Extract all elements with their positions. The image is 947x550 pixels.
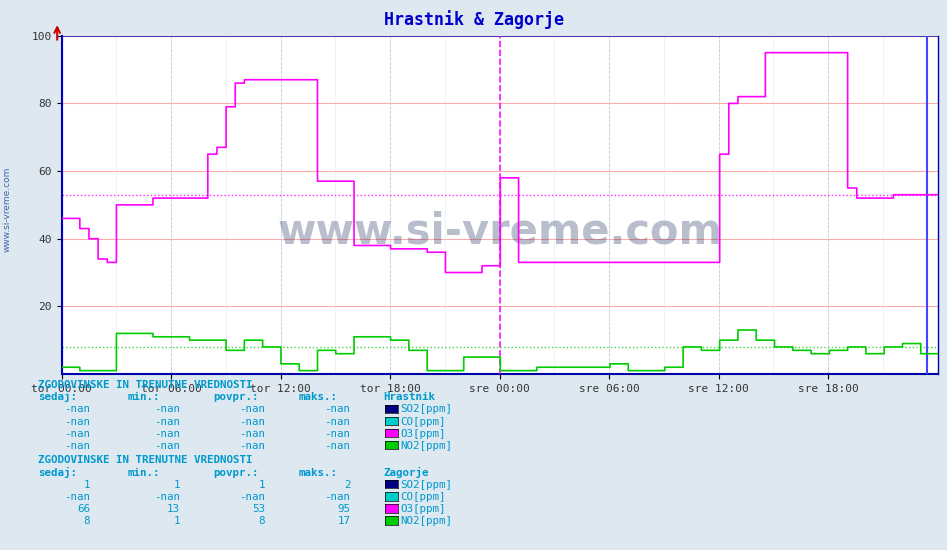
Text: 95: 95 bbox=[337, 504, 350, 514]
Text: Zagorje: Zagorje bbox=[384, 467, 429, 478]
Text: 8: 8 bbox=[83, 516, 90, 526]
Text: O3[ppm]: O3[ppm] bbox=[401, 504, 446, 514]
Text: ZGODOVINSKE IN TRENUTNE VREDNOSTI: ZGODOVINSKE IN TRENUTNE VREDNOSTI bbox=[38, 379, 253, 390]
Text: 1: 1 bbox=[259, 480, 265, 490]
Text: -nan: -nan bbox=[64, 441, 90, 451]
Text: 53: 53 bbox=[252, 504, 265, 514]
Text: 8: 8 bbox=[259, 516, 265, 526]
Text: www.si-vreme.com: www.si-vreme.com bbox=[277, 211, 722, 253]
Text: -nan: -nan bbox=[64, 404, 90, 415]
Text: -nan: -nan bbox=[325, 428, 350, 439]
Text: sedaj:: sedaj: bbox=[38, 467, 77, 478]
Text: 1: 1 bbox=[173, 480, 180, 490]
Text: povpr.:: povpr.: bbox=[213, 392, 259, 403]
Text: -nan: -nan bbox=[64, 416, 90, 427]
Text: 13: 13 bbox=[167, 504, 180, 514]
Text: 1: 1 bbox=[83, 480, 90, 490]
Text: -nan: -nan bbox=[154, 441, 180, 451]
Text: -nan: -nan bbox=[325, 441, 350, 451]
Text: O3[ppm]: O3[ppm] bbox=[401, 428, 446, 439]
Text: maks.:: maks.: bbox=[298, 392, 337, 403]
Text: NO2[ppm]: NO2[ppm] bbox=[401, 516, 453, 526]
Text: CO[ppm]: CO[ppm] bbox=[401, 416, 446, 427]
Text: -nan: -nan bbox=[325, 492, 350, 502]
Text: -nan: -nan bbox=[64, 492, 90, 502]
Text: -nan: -nan bbox=[240, 428, 265, 439]
Text: NO2[ppm]: NO2[ppm] bbox=[401, 441, 453, 451]
Text: min.:: min.: bbox=[128, 468, 160, 478]
Text: 17: 17 bbox=[337, 516, 350, 526]
Text: maks.:: maks.: bbox=[298, 468, 337, 478]
Text: min.:: min.: bbox=[128, 392, 160, 403]
Text: 66: 66 bbox=[77, 504, 90, 514]
Text: ZGODOVINSKE IN TRENUTNE VREDNOSTI: ZGODOVINSKE IN TRENUTNE VREDNOSTI bbox=[38, 455, 253, 465]
Text: Hrastnik: Hrastnik bbox=[384, 392, 436, 403]
Text: -nan: -nan bbox=[64, 428, 90, 439]
Text: -nan: -nan bbox=[154, 492, 180, 502]
Text: SO2[ppm]: SO2[ppm] bbox=[401, 404, 453, 415]
Text: sedaj:: sedaj: bbox=[38, 392, 77, 403]
Text: -nan: -nan bbox=[154, 428, 180, 439]
Text: Hrastnik & Zagorje: Hrastnik & Zagorje bbox=[384, 10, 563, 29]
Text: 2: 2 bbox=[344, 480, 350, 490]
Text: -nan: -nan bbox=[325, 404, 350, 415]
Text: povpr.:: povpr.: bbox=[213, 468, 259, 478]
Text: -nan: -nan bbox=[154, 416, 180, 427]
Text: -nan: -nan bbox=[154, 404, 180, 415]
Text: CO[ppm]: CO[ppm] bbox=[401, 492, 446, 502]
Text: 1: 1 bbox=[173, 516, 180, 526]
Text: SO2[ppm]: SO2[ppm] bbox=[401, 480, 453, 490]
Text: -nan: -nan bbox=[240, 492, 265, 502]
Text: -nan: -nan bbox=[325, 416, 350, 427]
Text: -nan: -nan bbox=[240, 404, 265, 415]
Text: -nan: -nan bbox=[240, 441, 265, 451]
Text: www.si-vreme.com: www.si-vreme.com bbox=[3, 166, 12, 252]
Text: -nan: -nan bbox=[240, 416, 265, 427]
